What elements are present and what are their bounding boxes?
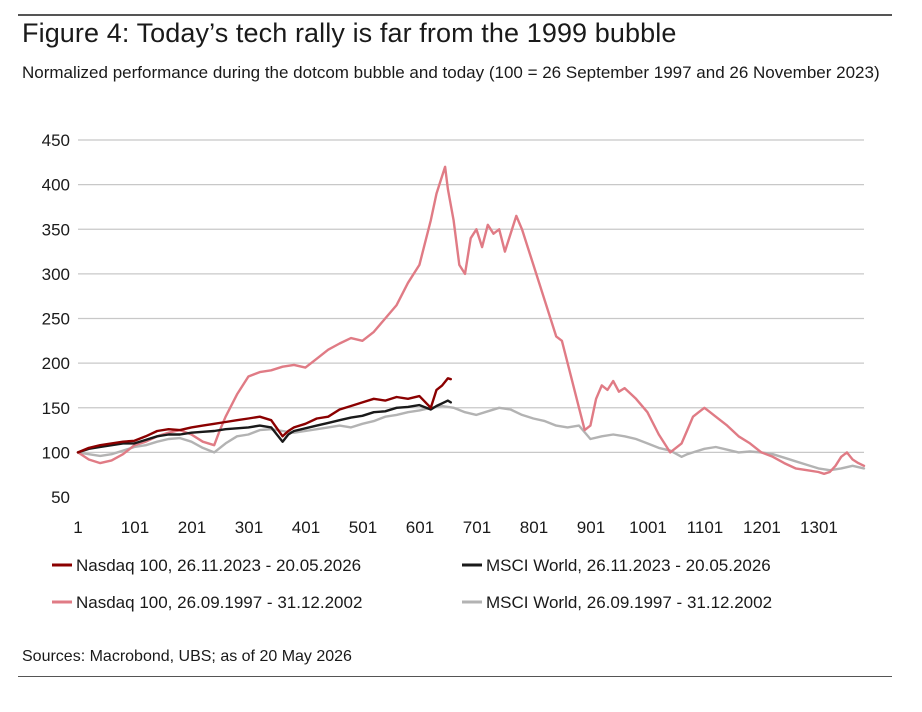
y-tick-label: 250 [42, 310, 70, 329]
x-tick-label: 601 [406, 518, 434, 537]
x-tick-label: 1 [73, 518, 82, 537]
chart-subtitle: Normalized performance during the dotcom… [22, 63, 880, 82]
legend-label-4: MSCI World, 26.09.1997 - 31.12.2002 [486, 593, 772, 612]
x-tick-label: 301 [235, 518, 263, 537]
x-tick-label: 1301 [800, 518, 838, 537]
chart-title: Figure 4: Today’s tech rally is far from… [22, 18, 677, 48]
legend: Nasdaq 100, 26.11.2023 - 20.05.2026 MSCI … [52, 556, 772, 612]
x-axis-ticks: 1 101 201 301 401 501 601 701 801 901 1001 1101 1201… [73, 518, 838, 537]
series-line-4 [76, 404, 866, 472]
bottom-rule [18, 676, 892, 677]
x-tick-label: 1001 [629, 518, 667, 537]
legend-label-3: Nasdaq 100, 26.09.1997 - 31.12.2002 [76, 593, 362, 612]
source-note: Sources: Macrobond, UBS; as of 20 May 20… [22, 648, 352, 665]
y-tick-label: 100 [42, 443, 70, 462]
x-tick-label: 401 [292, 518, 320, 537]
y-tick-label: 400 [42, 176, 70, 195]
y-tick-label: 150 [42, 399, 70, 418]
legend-label-2: MSCI World, 26.11.2023 - 20.05.2026 [486, 556, 771, 575]
y-tick-label: 450 [42, 131, 70, 150]
x-tick-label: 1101 [687, 518, 724, 537]
gridlines [78, 139, 864, 453]
top-rule [18, 14, 892, 16]
x-tick-label: 701 [463, 518, 491, 537]
x-tick-label: 101 [121, 518, 149, 537]
x-tick-label: 801 [520, 518, 548, 537]
y-axis-ticks: 50 100 150 200 250 300 350 400 450 [42, 131, 70, 507]
y-tick-label: 300 [42, 265, 70, 284]
x-tick-label: 201 [178, 518, 206, 537]
y-tick-label: 200 [42, 354, 70, 373]
x-tick-label: 901 [577, 518, 605, 537]
legend-label-1: Nasdaq 100, 26.11.2023 - 20.05.2026 [76, 556, 361, 575]
y-tick-label: 50 [51, 488, 70, 507]
x-tick-label: 1201 [743, 518, 781, 537]
y-tick-label: 350 [42, 220, 70, 239]
series-line-1 [76, 377, 452, 454]
x-tick-label: 501 [349, 518, 377, 537]
series-line-3 [76, 165, 866, 475]
series-lines [76, 165, 866, 475]
series-line-2 [76, 399, 452, 454]
